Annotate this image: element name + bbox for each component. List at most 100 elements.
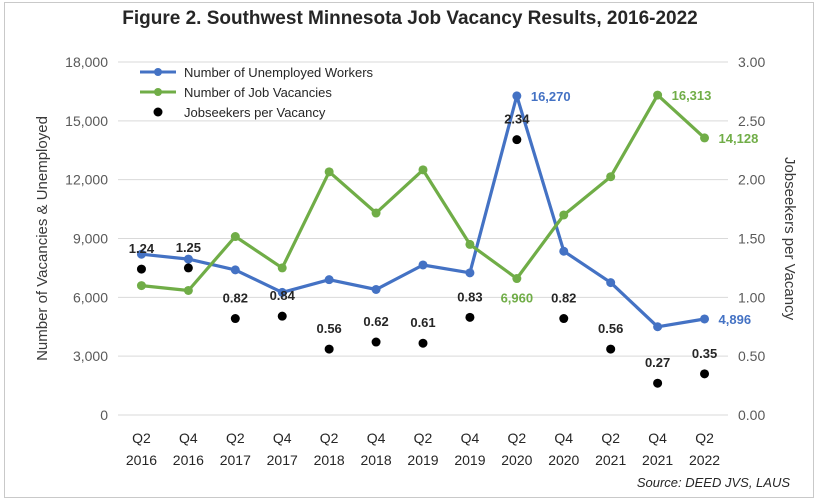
source-note: Source: DEED JVS, LAUS	[636, 475, 790, 490]
ratio-point	[418, 338, 428, 348]
y2-tick-label: 2.50	[738, 113, 765, 129]
ratio-point	[277, 311, 287, 321]
x-tick-quarter: Q4	[367, 430, 386, 446]
x-tick-quarter: Q4	[554, 430, 573, 446]
ratio-point	[606, 344, 616, 354]
y-tick-label: 12,000	[65, 172, 108, 188]
x-tick-year: 2021	[595, 452, 626, 468]
ratio-point	[230, 314, 240, 324]
x-tick-year: 2018	[314, 452, 345, 468]
ratio-label: 1.24	[129, 241, 155, 256]
series-point-number-of-job-vacancies	[277, 263, 287, 273]
ratio-label: 0.56	[316, 321, 341, 336]
series-point-number-of-unemployed-workers	[230, 265, 240, 275]
x-tick-quarter: Q4	[179, 430, 198, 446]
series-point-number-of-unemployed-workers	[653, 322, 663, 332]
series-point-number-of-job-vacancies	[371, 208, 381, 218]
ratio-point	[371, 337, 381, 347]
series-point-number-of-unemployed-workers	[700, 314, 710, 324]
x-tick-quarter: Q2	[320, 430, 339, 446]
series-point-number-of-job-vacancies	[136, 281, 146, 291]
ratio-label: 0.82	[223, 291, 248, 306]
series-data-label: 6,960	[501, 291, 534, 306]
x-tick-year: 2016	[126, 452, 157, 468]
series-point-number-of-unemployed-workers	[136, 249, 146, 259]
ratio-label: 0.56	[598, 321, 623, 336]
y-tick-label: 6,000	[73, 289, 108, 305]
ratio-label: 0.84	[270, 288, 296, 303]
x-tick-year: 2017	[267, 452, 298, 468]
x-tick-quarter: Q2	[695, 430, 714, 446]
chart-title: Figure 2. Southwest Minnesota Job Vacanc…	[122, 8, 698, 29]
y-axis-title: Number of Vacancies & Unemployed	[34, 116, 51, 361]
y2-axis-title: Jobseekers per Vacancy	[781, 157, 798, 321]
series-point-number-of-job-vacancies	[512, 274, 522, 284]
x-tick-year: 2020	[501, 452, 532, 468]
ratio-point	[324, 344, 334, 354]
y2-tick-label: 2.00	[738, 172, 765, 188]
ratio-label: 0.27	[645, 355, 670, 370]
legend-marker	[154, 88, 162, 96]
y2-tick-label: 1.00	[738, 289, 765, 305]
x-tick-quarter: Q2	[226, 430, 245, 446]
y2-tick-label: 1.50	[738, 231, 765, 247]
series-data-label: 16,270	[531, 89, 571, 104]
x-tick-quarter: Q4	[648, 430, 667, 446]
series-point-number-of-unemployed-workers	[324, 275, 334, 285]
series-point-number-of-job-vacancies	[465, 239, 475, 249]
series-data-label: 14,128	[719, 131, 759, 146]
ratio-point	[465, 312, 475, 322]
series-point-number-of-unemployed-workers	[277, 287, 287, 297]
ratio-label: 1.25	[176, 240, 201, 255]
ratio-label: 0.83	[457, 289, 482, 304]
x-tick-year: 2016	[173, 452, 204, 468]
legend-marker	[153, 107, 163, 117]
series-point-number-of-job-vacancies	[559, 210, 569, 220]
series-point-number-of-unemployed-workers	[465, 268, 475, 278]
series-point-number-of-unemployed-workers	[418, 260, 428, 270]
y-tick-label: 15,000	[65, 113, 108, 129]
legend-label: Number of Job Vacancies	[184, 85, 332, 100]
ratio-point	[136, 264, 146, 274]
y-tick-label: 3,000	[73, 348, 108, 364]
y-tick-label: 0	[100, 407, 108, 423]
y2-tick-label: 0.50	[738, 348, 765, 364]
x-tick-year: 2018	[360, 452, 391, 468]
x-tick-quarter: Q2	[508, 430, 527, 446]
legend-label: Number of Unemployed Workers	[184, 65, 374, 80]
series-point-number-of-unemployed-workers	[606, 278, 616, 288]
series-point-number-of-unemployed-workers	[512, 91, 522, 101]
series-data-label: 16,313	[672, 88, 712, 103]
x-tick-year: 2017	[220, 452, 251, 468]
series-data-label: 4,896	[719, 312, 752, 327]
x-tick-quarter: Q4	[273, 430, 292, 446]
ratio-point	[700, 369, 710, 379]
x-tick-quarter: Q4	[461, 430, 480, 446]
series-point-number-of-unemployed-workers	[183, 254, 193, 264]
series-point-number-of-job-vacancies	[183, 285, 193, 295]
legend-marker	[154, 68, 162, 76]
x-tick-year: 2020	[548, 452, 579, 468]
x-tick-quarter: Q2	[132, 430, 151, 446]
y2-tick-label: 0.00	[738, 407, 765, 423]
ratio-point	[183, 263, 193, 273]
series-point-number-of-job-vacancies	[324, 167, 334, 177]
series-point-number-of-job-vacancies	[418, 165, 428, 175]
ratio-label: 2.34	[504, 112, 530, 127]
series-point-number-of-job-vacancies	[653, 90, 663, 100]
ratio-point	[559, 314, 569, 324]
ratio-label: 0.62	[363, 314, 388, 329]
series-point-number-of-job-vacancies	[230, 232, 240, 242]
ratio-point	[512, 135, 522, 145]
y-tick-label: 18,000	[65, 54, 108, 70]
x-tick-quarter: Q2	[601, 430, 620, 446]
series-point-number-of-unemployed-workers	[559, 246, 569, 256]
series-point-number-of-unemployed-workers	[371, 284, 381, 294]
x-tick-year: 2021	[642, 452, 673, 468]
x-tick-quarter: Q2	[414, 430, 433, 446]
y2-tick-label: 3.00	[738, 54, 765, 70]
x-tick-year: 2019	[454, 452, 485, 468]
y-tick-label: 9,000	[73, 231, 108, 247]
ratio-label: 0.82	[551, 291, 576, 306]
